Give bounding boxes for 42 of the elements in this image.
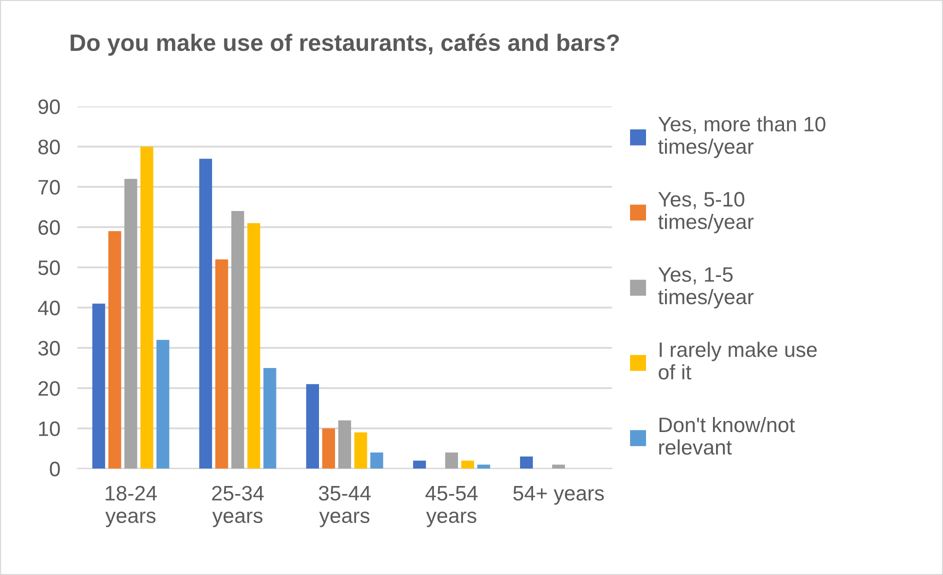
x-tick-label: 54+ years (513, 486, 604, 505)
bar (520, 456, 533, 469)
y-tick-label: 60 (38, 220, 60, 235)
bar (477, 464, 490, 469)
legend-label: Yes, 5-10 times/year (658, 192, 754, 234)
x-tick-label: 25-34 years (212, 486, 264, 528)
bar (92, 304, 106, 469)
y-tick-label: 80 (38, 140, 60, 154)
bar (108, 231, 122, 469)
bar (231, 211, 244, 469)
legend-label: Yes, 1-5 times/year (658, 267, 754, 308)
bar (370, 452, 384, 469)
bar (124, 178, 138, 469)
legend-label: Don't know/not relevant (659, 416, 795, 455)
x-tick-label: 35-44 years (318, 486, 371, 528)
bar (263, 368, 276, 469)
bar (247, 223, 260, 469)
bar (413, 460, 426, 469)
bar (338, 420, 352, 469)
bar (140, 146, 154, 469)
bar (306, 384, 319, 469)
bar (322, 428, 336, 469)
bar (156, 340, 170, 469)
legend-label: I rarely make use of it (658, 342, 817, 380)
y-tick-label: 70 (38, 180, 60, 195)
y-tick-label: 20 (38, 381, 60, 396)
x-tick-label: 18-24 years (105, 486, 157, 528)
bar (199, 158, 212, 469)
bar (461, 460, 474, 469)
bar (215, 259, 228, 469)
y-tick-label: 90 (38, 99, 60, 114)
y-tick-label: 30 (38, 340, 60, 356)
y-tick-label: 10 (39, 421, 60, 436)
y-tick-label: 50 (38, 260, 60, 276)
bar (445, 452, 458, 469)
chart-title: Do you make use of restaurants, cafés and bars? (70, 34, 619, 56)
legend-label: Yes, more than 10 times/year (658, 116, 826, 158)
y-tick-label: 0 (50, 462, 60, 476)
x-tick-label: 45-54 years (425, 486, 478, 528)
bar (552, 464, 565, 469)
y-tick-label: 40 (38, 300, 60, 316)
bar (354, 432, 368, 469)
